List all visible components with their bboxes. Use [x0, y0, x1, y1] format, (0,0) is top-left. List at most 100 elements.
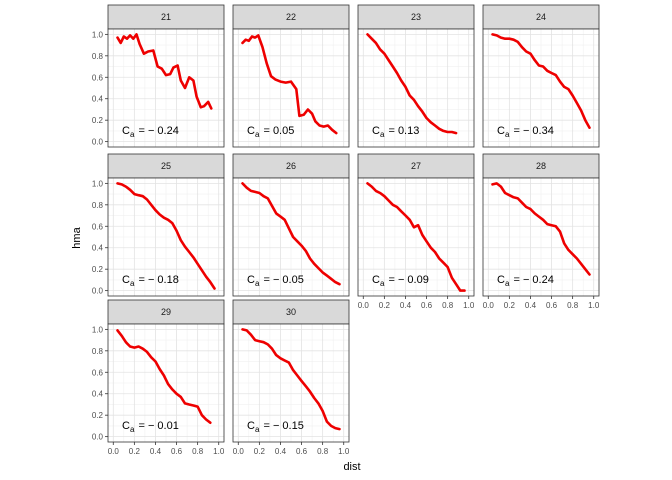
x-tick-label: 0.6 — [171, 447, 183, 456]
x-tick-label: 0.2 — [254, 447, 266, 456]
facet-strip-label: 23 — [411, 12, 421, 22]
y-tick-label: 0.2 — [92, 116, 104, 125]
x-tick-label: 0.2 — [504, 301, 516, 310]
x-tick-label: 0.4 — [525, 301, 537, 310]
facet-strip-label: 30 — [286, 307, 296, 317]
y-tick-label: 0.8 — [92, 52, 104, 61]
facet-strip — [107, 299, 225, 325]
x-tick-label: 0.0 — [233, 447, 245, 456]
panel-border — [107, 323, 225, 443]
coefficient-annotation: Ca = − 0.05 — [247, 274, 304, 288]
facet-panel-27: 27 Ca = − 0.09 0.0 0.2 0.4 0.6 0.8 1.0 — [357, 153, 475, 310]
coefficient-annotation: Ca = − 0.24 — [122, 125, 179, 139]
coefficient-annotation: Ca = − 0.24 — [497, 274, 554, 288]
y-tick-label: 0.2 — [92, 411, 104, 420]
facet-panel-23: 23 Ca = 0.13 — [357, 4, 475, 148]
facet-strip-label: 21 — [161, 12, 171, 22]
panel-border — [482, 177, 600, 297]
facet-strip — [357, 4, 475, 30]
series-line-28 — [491, 182, 591, 276]
x-tick-label: 0.2 — [379, 301, 391, 310]
x-tick-label: 1.0 — [463, 301, 475, 310]
facet-strip — [232, 4, 350, 30]
x-tick-label: 0.0 — [483, 301, 495, 310]
x-tick-label: 0.4 — [275, 447, 287, 456]
facet-strip-label: 22 — [286, 12, 296, 22]
panel-border — [232, 177, 350, 297]
x-tick-label: 0.8 — [442, 301, 454, 310]
y-tick-label: 0.2 — [92, 265, 104, 274]
series-line-21 — [116, 33, 213, 110]
facet-strip-label: 26 — [286, 161, 296, 171]
y-axis-title: hma — [71, 226, 83, 248]
x-tick-label: 0.6 — [546, 301, 558, 310]
x-tick-label: 0.2 — [129, 447, 141, 456]
y-tick-label: 1.0 — [92, 325, 104, 334]
x-tick-label: 1.0 — [588, 301, 600, 310]
x-tick-label: 0.0 — [108, 447, 120, 456]
facet-strip — [482, 153, 600, 179]
facet-strip — [107, 153, 225, 179]
x-tick-label: 0.8 — [192, 447, 204, 456]
series-line-24 — [491, 33, 591, 129]
panel-border — [232, 323, 350, 443]
panel-border — [107, 28, 225, 148]
x-tick-label: 0.0 — [358, 301, 370, 310]
x-tick-label: 1.0 — [213, 447, 225, 456]
series-line-29 — [116, 329, 212, 425]
facet-panel-28: 28 Ca = − 0.24 0.0 0.2 0.4 0.6 0.8 1.0 — [482, 153, 600, 310]
y-tick-label: 0.4 — [92, 95, 104, 104]
series-line-27 — [366, 182, 466, 292]
facet-strip-label: 29 — [161, 307, 171, 317]
facet-strip-label: 24 — [536, 12, 546, 22]
series-line-22 — [241, 34, 338, 135]
coefficient-annotation: Ca = 0.13 — [372, 125, 419, 139]
coefficient-annotation: Ca = − 0.34 — [497, 125, 554, 139]
coefficient-annotation: Ca = − 0.01 — [122, 420, 179, 434]
facet-strip-label: 27 — [411, 161, 421, 171]
y-tick-label: 0.0 — [92, 287, 104, 296]
coefficient-annotation: Ca = − 0.15 — [247, 420, 304, 434]
x-tick-label: 0.4 — [400, 301, 412, 310]
x-tick-label: 0.4 — [150, 447, 162, 456]
x-tick-label: 0.6 — [421, 301, 433, 310]
facet-panel-26: 26 Ca = − 0.05 — [232, 153, 350, 297]
y-tick-label: 0.0 — [92, 433, 104, 442]
facet-strip — [232, 153, 350, 179]
facet-strip — [482, 4, 600, 30]
facet-panel-25: 25 Ca = − 0.18 0.0 0.2 0.4 0.6 0.8 1.0 — [92, 153, 225, 297]
y-tick-label: 0.4 — [92, 244, 104, 253]
x-tick-label: 1.0 — [338, 447, 350, 456]
y-tick-label: 0.0 — [92, 138, 104, 147]
y-tick-label: 0.4 — [92, 390, 104, 399]
panel-border — [357, 28, 475, 148]
series-line-25 — [116, 182, 216, 290]
facet-panel-22: 22 Ca = 0.05 — [232, 4, 350, 148]
x-tick-label: 0.8 — [567, 301, 579, 310]
facet-strip-label: 25 — [161, 161, 171, 171]
y-tick-label: 0.6 — [92, 368, 104, 377]
y-tick-label: 1.0 — [92, 179, 104, 188]
y-tick-label: 0.8 — [92, 347, 104, 356]
y-tick-label: 0.8 — [92, 201, 104, 210]
panel-border — [107, 177, 225, 297]
panel-border — [482, 28, 600, 148]
series-line-23 — [366, 33, 458, 135]
series-line-26 — [241, 182, 341, 286]
facet-panel-29: 29 Ca = − 0.01 0.0 0.2 0.4 0.6 0.8 1.0 0.0 0.2 0.4… — [92, 299, 225, 456]
coefficient-annotation: Ca = − 0.18 — [122, 274, 179, 288]
panel-border — [232, 28, 350, 148]
panel-border — [357, 177, 475, 297]
x-tick-label: 0.8 — [317, 447, 329, 456]
y-tick-label: 0.6 — [92, 222, 104, 231]
facet-panel-21: 21 Ca = − 0.24 0.0 0.2 0.4 0.6 0.8 1.0 — [92, 4, 225, 148]
y-tick-label: 1.0 — [92, 30, 104, 39]
x-tick-label: 0.6 — [296, 447, 308, 456]
facet-strip — [232, 299, 350, 325]
coefficient-annotation: Ca = − 0.09 — [372, 274, 429, 288]
y-tick-label: 0.6 — [92, 73, 104, 82]
series-line-30 — [241, 328, 341, 431]
coefficient-annotation: Ca = 0.05 — [247, 125, 294, 139]
facet-panel-24: 24 Ca = − 0.34 — [482, 4, 600, 148]
